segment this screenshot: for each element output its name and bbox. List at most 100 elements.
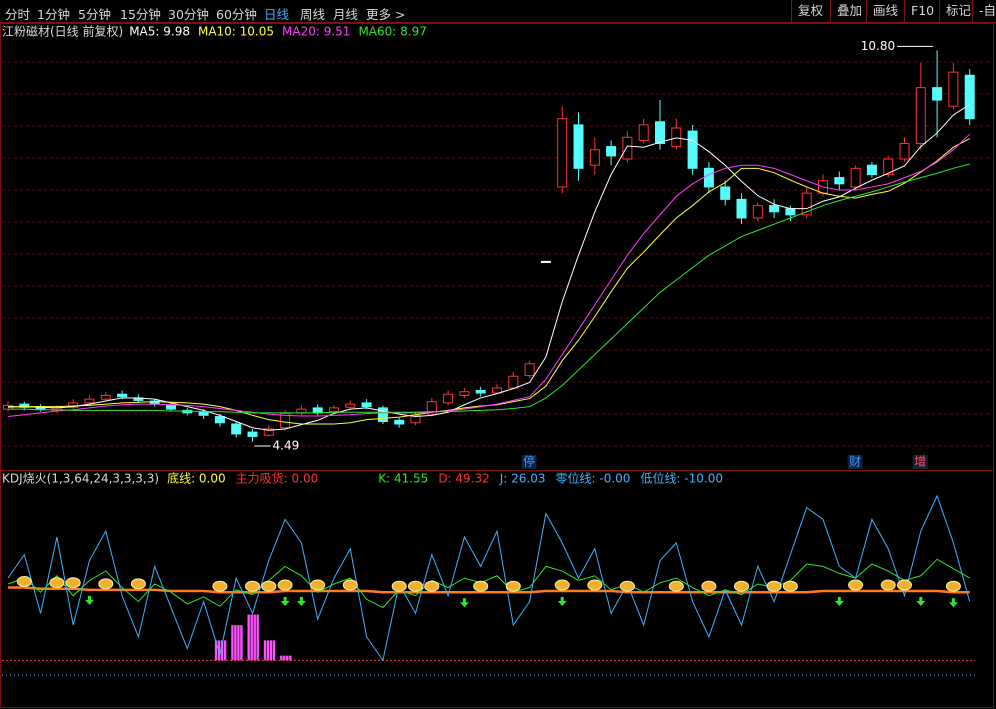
- accumulation-bar: [214, 640, 218, 661]
- tool-button[interactable]: F10: [904, 0, 940, 22]
- accumulation-bar: [234, 625, 237, 661]
- accumulation-bar: [247, 614, 250, 661]
- indicator-readout: 主力吸货: 0.00: [236, 471, 319, 486]
- accumulation-bar: [283, 655, 286, 661]
- candle-body: [883, 158, 894, 176]
- coin-signal: [734, 580, 749, 592]
- tool-button[interactable]: 叠加: [830, 0, 868, 22]
- candle-body: [655, 121, 665, 144]
- indicator-readout: 底线: 0.00: [167, 471, 226, 486]
- legend-entry: MA10: 10.05: [198, 25, 274, 39]
- annotation-label: 10.80: [861, 39, 895, 53]
- candle-body: [606, 146, 617, 157]
- coin-signal: [98, 578, 114, 590]
- tag-box: [912, 455, 928, 469]
- tag: 增: [914, 455, 926, 469]
- annotation-label: 4.49: [273, 439, 300, 453]
- tool-button[interactable]: -自: [972, 0, 996, 22]
- accumulation-bar: [253, 614, 256, 661]
- candle-body: [524, 363, 535, 377]
- coin-signal: [701, 580, 717, 592]
- candle-body: [687, 130, 698, 169]
- accumulation-bar: [289, 655, 292, 661]
- candle-body: [785, 208, 796, 216]
- candle-body: [394, 419, 405, 425]
- candle-body: [214, 416, 225, 424]
- coin-signal: [945, 580, 961, 592]
- candle-body: [557, 118, 568, 188]
- candle-body: [573, 124, 584, 169]
- accumulation-bar: [272, 640, 276, 661]
- coin-signal: [880, 579, 896, 591]
- candle-body: [166, 404, 176, 410]
- legend-entry: MA60: 8.97: [358, 25, 426, 39]
- down-arrow: [948, 598, 958, 608]
- coin-signal: [130, 578, 146, 590]
- period-tab[interactable]: 1分钟: [37, 7, 70, 22]
- candle-body: [263, 428, 274, 436]
- candle-body: [410, 414, 421, 424]
- down-arrow: [85, 595, 94, 605]
- candle-body: [638, 124, 649, 141]
- coin-signal: [277, 579, 293, 591]
- down-arrow: [296, 597, 306, 607]
- indicator-line: [7, 558, 970, 609]
- legend-entry: MA5: 9.98: [129, 25, 190, 39]
- period-tab[interactable]: 日线: [264, 7, 290, 22]
- candle-body: [426, 401, 437, 415]
- period-tab[interactable]: 月线: [333, 7, 359, 22]
- ma-line: [7, 133, 971, 418]
- candle-body: [345, 403, 356, 408]
- candle-body: [459, 391, 470, 396]
- candle-body: [198, 411, 209, 416]
- coin-signal: [668, 580, 684, 592]
- coin-signal: [49, 577, 65, 589]
- coin-signal: [505, 580, 521, 592]
- tool-button[interactable]: 标记: [939, 0, 977, 22]
- coin-signal: [619, 580, 635, 592]
- period-tab[interactable]: 30分钟: [168, 7, 209, 22]
- coin-signal: [897, 579, 912, 591]
- period-tab[interactable]: 60分钟: [216, 7, 257, 22]
- period-tab[interactable]: 周线: [300, 7, 326, 22]
- coin-signal: [245, 580, 260, 592]
- down-arrow: [280, 597, 290, 607]
- down-arrow: [916, 597, 926, 607]
- coin-signal: [766, 580, 782, 592]
- frame: [0, 23, 994, 708]
- candle-body: [231, 423, 242, 435]
- indicator-line: [7, 494, 971, 662]
- coin-signal: [408, 580, 423, 592]
- candle-body: [801, 192, 812, 216]
- candle-body: [720, 186, 731, 200]
- period-tab[interactable]: 5分钟: [78, 7, 111, 22]
- candle-body: [932, 87, 943, 101]
- accumulation-bar: [263, 640, 267, 661]
- ma-line: [8, 163, 970, 414]
- coin-signal: [342, 579, 358, 591]
- candle-body: [752, 205, 763, 219]
- coin-signal: [587, 579, 603, 591]
- tag: 财: [849, 455, 861, 469]
- accumulation-bar: [223, 640, 227, 661]
- period-tab[interactable]: 15分钟: [120, 7, 161, 22]
- coin-signal: [554, 579, 570, 591]
- candle-body: [443, 393, 454, 404]
- indicator-readout: J: 26.03: [499, 472, 546, 486]
- candle-body: [280, 412, 291, 429]
- coin-signal: [65, 577, 81, 589]
- candle-body: [540, 260, 551, 263]
- period-tab[interactable]: 分时: [5, 7, 31, 22]
- tool-button[interactable]: 画线: [866, 0, 904, 22]
- candle-body: [329, 407, 339, 413]
- candle-body: [296, 408, 307, 414]
- tool-button[interactable]: 复权: [791, 0, 829, 22]
- tag-box: [521, 455, 537, 469]
- coin-signal: [391, 580, 407, 592]
- period-tab[interactable]: 更多 >: [366, 7, 406, 22]
- candle-body: [915, 87, 926, 144]
- candle-body: [769, 205, 780, 213]
- candle-body: [377, 407, 388, 423]
- candle-body: [508, 375, 519, 389]
